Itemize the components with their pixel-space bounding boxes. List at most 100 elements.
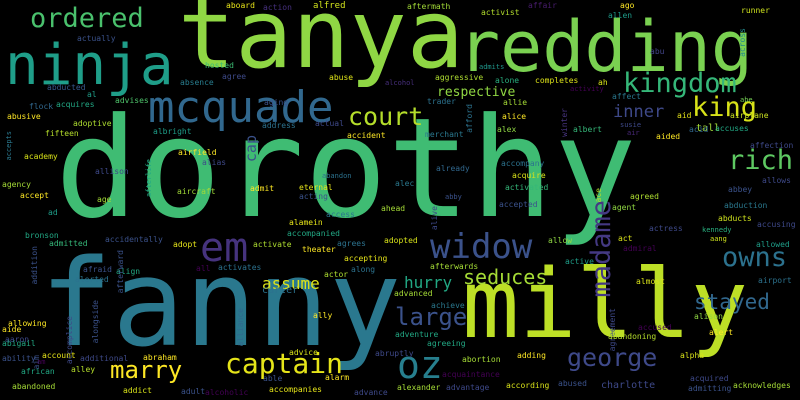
- word-accidentally: accidentally: [105, 235, 163, 244]
- word-oz: oz: [397, 343, 443, 387]
- word-ad: ad: [48, 208, 58, 217]
- word-albright: albright: [153, 127, 192, 136]
- word-activity: activity: [570, 85, 604, 93]
- word-advanced: advanced: [394, 289, 433, 298]
- word-em: em: [200, 225, 249, 271]
- word-afford: afford: [465, 104, 474, 133]
- word-access: access: [326, 210, 355, 219]
- word-acid: acid: [689, 125, 709, 134]
- word-able: able: [263, 374, 283, 383]
- word-almost: almost: [636, 277, 665, 286]
- word-winter: winter: [560, 108, 569, 137]
- word-abandoned: abandoned: [12, 382, 56, 391]
- word-abe: abe: [740, 96, 753, 104]
- word-actually: actually: [77, 34, 116, 43]
- word-captain: captain: [225, 347, 344, 380]
- word-admit: admit: [250, 184, 275, 193]
- word-acknowledges: acknowledges: [733, 381, 791, 390]
- word-align: align: [116, 267, 141, 276]
- word-alarm: alarm: [325, 373, 350, 382]
- word-kingdom: kingdom: [623, 68, 737, 99]
- word-addition: addition: [30, 246, 39, 285]
- word-ally: ally: [313, 311, 333, 320]
- word-already: already: [436, 164, 470, 173]
- word-alice: alice: [502, 112, 527, 121]
- word-academy: academy: [24, 152, 58, 161]
- word-absence: absence: [180, 78, 214, 87]
- word-admiral: admiral: [623, 244, 657, 253]
- word-adding: adding: [517, 351, 546, 360]
- word-king: king: [692, 92, 758, 123]
- word-age: age: [97, 195, 112, 204]
- word-ahead: ahead: [381, 204, 406, 213]
- word-abbey: abbey: [728, 185, 753, 194]
- word-acquaintance: acquaintance: [442, 370, 500, 379]
- word-along: along: [351, 265, 376, 274]
- word-accepts: accepts: [5, 131, 13, 161]
- word-al: al: [87, 90, 97, 99]
- word-hurry: hurry: [404, 273, 453, 292]
- word-agency: agency: [2, 180, 31, 189]
- word-milly: milly: [462, 250, 748, 360]
- word-afterlife: afterlife: [145, 159, 153, 197]
- word-adopt: adopt: [173, 240, 198, 249]
- word-assume: assume: [262, 274, 320, 293]
- word-large: large: [395, 303, 468, 331]
- word-george: george: [567, 343, 658, 372]
- word-aftermath: aftermath: [407, 2, 451, 11]
- word-adult: adult: [181, 387, 206, 396]
- word-aide: aide: [2, 325, 22, 334]
- word-actual: actual: [315, 119, 344, 128]
- word-alert: alert: [709, 328, 734, 337]
- word-all: all: [196, 264, 211, 273]
- word-completes: completes: [535, 76, 579, 85]
- word-fifteen: fifteen: [45, 129, 79, 138]
- word-allow: allow: [548, 236, 573, 245]
- word-abducted: abducted: [47, 83, 86, 92]
- word-admitting: admitting: [688, 384, 732, 393]
- word-eternal: eternal: [299, 183, 333, 192]
- word-allison: allison: [95, 167, 129, 176]
- word-acting: acting: [299, 192, 328, 201]
- word-alfred: alfred: [313, 1, 346, 11]
- word-fanny: fanny: [40, 235, 402, 374]
- word-across: across: [738, 28, 747, 57]
- word-adventure: adventure: [395, 330, 439, 339]
- word-aid: aid: [677, 111, 692, 120]
- word-kennedy: kennedy: [702, 226, 732, 234]
- word-stayed: stayed: [694, 290, 770, 314]
- word-seduces: seduces: [463, 265, 548, 289]
- word-theater: theater: [302, 245, 336, 254]
- word-runner: runner: [741, 6, 770, 15]
- word-agrees: agrees: [337, 239, 366, 248]
- word-madame: madame: [586, 200, 617, 298]
- word-african: african: [21, 367, 55, 376]
- word-alias: alias: [202, 158, 227, 167]
- word-afterwards: afterwards: [430, 262, 479, 271]
- word-respective: respective: [437, 85, 516, 100]
- word-admits: admits: [479, 63, 505, 71]
- word-widow: widow: [430, 227, 533, 267]
- word-air: air: [627, 129, 640, 137]
- word-airport: airport: [758, 276, 792, 285]
- word-am: am: [37, 358, 46, 366]
- word-address: address: [262, 121, 296, 130]
- word-affect: affect: [612, 92, 641, 101]
- word-allowing: allowing: [8, 319, 47, 328]
- word-achieve: achieve: [431, 301, 465, 310]
- word-actress: actress: [649, 224, 683, 233]
- word-advantage: advantage: [446, 383, 490, 392]
- word-abduction: abduction: [724, 201, 768, 210]
- word-alexander: alexander: [397, 383, 441, 392]
- word-advice: advice: [289, 348, 318, 357]
- word-marry: marry: [110, 356, 183, 384]
- word-ah: ah: [598, 78, 608, 87]
- word-redding: redding: [458, 6, 754, 88]
- word-alcoholic: alcoholic: [205, 388, 249, 397]
- word-allows: allows: [762, 176, 791, 185]
- word-alerted: alerted: [75, 275, 109, 284]
- word-ordered: ordered: [30, 3, 144, 34]
- word-bronson: bronson: [25, 231, 59, 240]
- word-abraham: abraham: [143, 353, 177, 362]
- word-accompanied: accompanied: [287, 229, 340, 238]
